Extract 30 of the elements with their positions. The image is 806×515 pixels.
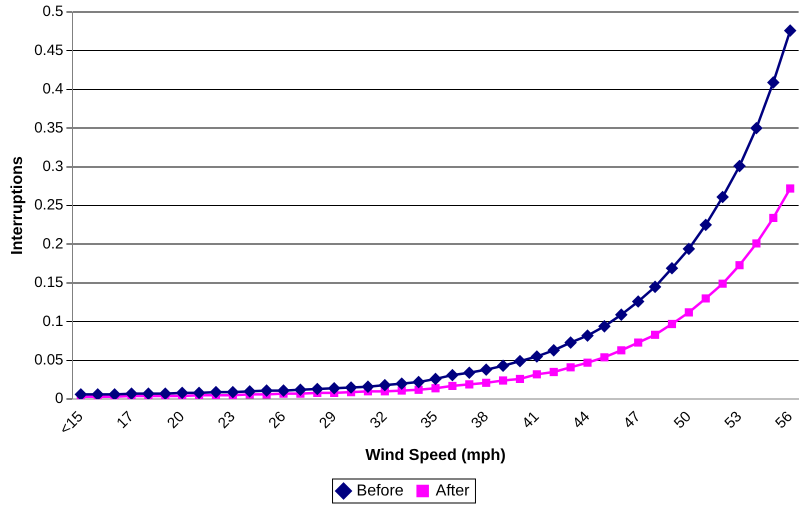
legend-label: After (436, 482, 470, 500)
x-tick-label: 17 (113, 408, 138, 432)
x-tick-label: 53 (721, 408, 746, 432)
x-tick-label: 20 (164, 408, 188, 432)
x-tick-label: 23 (214, 408, 239, 432)
legend-label: Before (356, 482, 404, 500)
x-axis-title: Wind Speed (mph) (365, 446, 506, 464)
y-axis-title: Interruptions (9, 156, 26, 255)
y-tick-label: 0.3 (42, 158, 64, 175)
x-tick-label: 56 (772, 408, 796, 432)
x-tick-label: 26 (265, 408, 290, 432)
y-tick-label: 0.4 (42, 80, 64, 98)
x-tick-label: 38 (468, 408, 492, 432)
x-tick-label: 32 (366, 408, 391, 432)
y-tick-label: 0.15 (34, 274, 64, 292)
y-tick-label: 0 (55, 390, 64, 408)
y-tick-label: 0.05 (34, 352, 64, 369)
y-tick-label: 0.1 (42, 312, 64, 330)
y-tick-label: 0.35 (34, 119, 64, 136)
x-tick-label: 35 (417, 408, 442, 432)
x-tick-label: <15 (56, 408, 87, 438)
x-tick-label: 47 (620, 408, 644, 432)
x-tick-label: 29 (316, 408, 340, 432)
x-tick-label: 41 (518, 408, 543, 432)
y-tick-label: 0.2 (42, 235, 64, 252)
x-tick-label: 50 (670, 408, 695, 432)
y-tick-label: 0.25 (34, 196, 64, 214)
y-tick-label: 0.5 (42, 3, 64, 20)
y-tick-label: 0.45 (34, 42, 64, 59)
x-tick-label: 44 (569, 408, 594, 432)
